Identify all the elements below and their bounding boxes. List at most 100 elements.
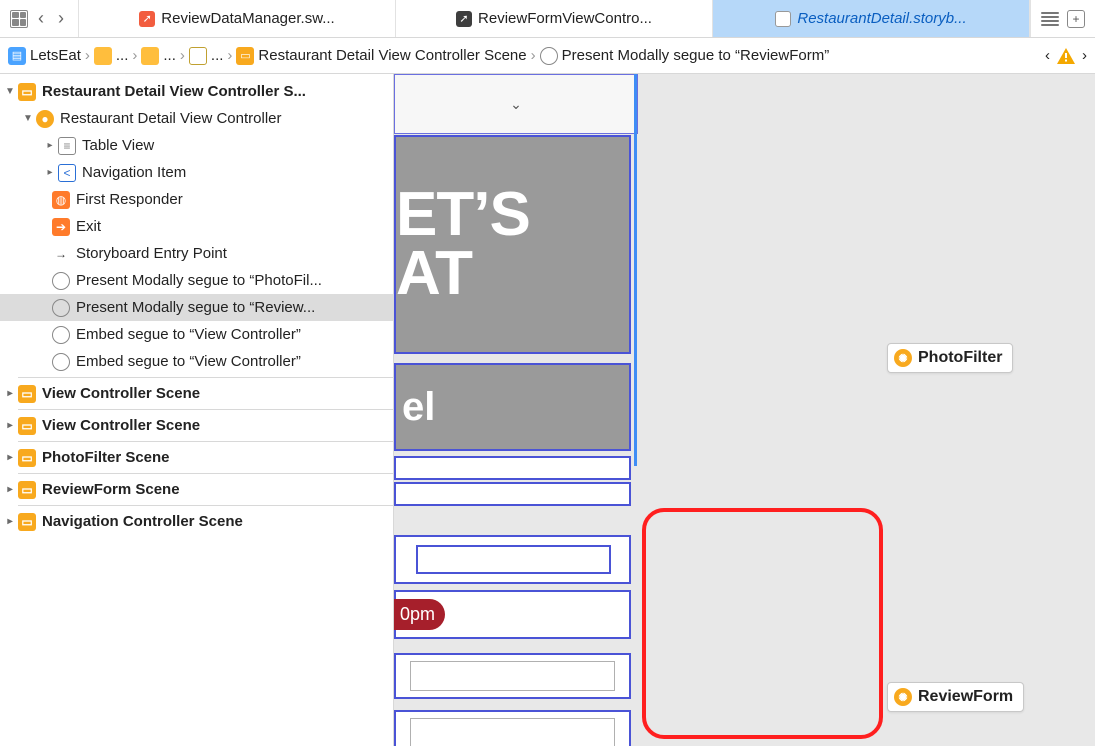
outline-label: Embed segue to “View Controller” (76, 353, 301, 370)
canvas-row (394, 456, 631, 480)
outline-scene-reviewform[interactable]: ▸ ▭ ReviewForm Scene (0, 476, 393, 503)
outline-scene-vc1[interactable]: ▸ ▭ View Controller Scene (0, 380, 393, 407)
outline-label: Restaurant Detail View Controller (60, 110, 282, 127)
outline-table-view[interactable]: ▸ ≡ Table View (0, 132, 393, 159)
entry-point-icon: → (52, 245, 70, 263)
back-button[interactable]: ‹ (34, 8, 48, 29)
document-outline: ▼ ▭ Restaurant Detail View Controller S.… (0, 74, 394, 746)
outline-segue-reviewform[interactable]: . Present Modally segue to “Review... (0, 294, 393, 321)
hero-text-2: AT (396, 245, 629, 304)
outline-label: Navigation Controller Scene (42, 513, 243, 530)
scene-icon: ▭ (18, 417, 36, 435)
disclosure-icon[interactable]: ▼ (4, 86, 16, 97)
chevron-right-icon: › (132, 47, 137, 64)
outline-view-controller[interactable]: ▼ ● Restaurant Detail View Controller (0, 105, 393, 132)
chevron-right-icon: › (531, 47, 536, 64)
next-issue-button[interactable]: › (1082, 47, 1087, 64)
crumb-scene[interactable]: Restaurant Detail View Controller Scene (258, 47, 526, 64)
tab-label: RestaurantDetail.storyb... (797, 10, 966, 27)
canvas-row (394, 710, 631, 746)
scene-icon: ▭ (18, 449, 36, 467)
tab-restaurant-detail-storyboard[interactable]: RestaurantDetail.storyb... (713, 0, 1030, 37)
warning-icon[interactable] (1056, 47, 1076, 65)
disclosure-icon[interactable]: ▸ (4, 420, 16, 431)
first-responder-icon: ◍ (52, 191, 70, 209)
chevron-right-icon: › (180, 47, 185, 64)
outline-label: Table View (82, 137, 154, 154)
outline-exit[interactable]: ➔ Exit (0, 213, 393, 240)
crumb-segue[interactable]: Present Modally segue to “ReviewForm” (562, 47, 830, 64)
scene-icon: ▭ (18, 481, 36, 499)
outline-label: ReviewForm Scene (42, 481, 180, 498)
outline-first-responder[interactable]: ◍ First Responder (0, 186, 393, 213)
scene-icon: ✺ (894, 349, 912, 367)
disclosure-icon[interactable]: ▸ (44, 140, 56, 151)
segue-icon (540, 47, 558, 65)
tab-nav-controls: ‹ › (0, 0, 79, 37)
related-items-icon[interactable] (10, 10, 28, 28)
segue-icon: . (52, 326, 70, 344)
canvas-title-row: el (394, 363, 631, 451)
crumb-folder1[interactable]: ... (116, 47, 129, 64)
canvas-row (394, 482, 631, 506)
outline-label: View Controller Scene (42, 417, 200, 434)
crumb-project[interactable]: LetsEat (30, 47, 81, 64)
outline-label: Restaurant Detail View Controller S... (42, 83, 306, 100)
storyboard-canvas[interactable]: ⌄ ET’S AT el 0pm (394, 74, 1095, 746)
canvas-inner (410, 661, 615, 691)
adjust-editor-icon[interactable] (1041, 12, 1059, 26)
destination-label: PhotoFilter (918, 349, 1002, 367)
disclosure-icon[interactable]: ▸ (4, 388, 16, 399)
outline-scene-restaurant-detail[interactable]: ▼ ▭ Restaurant Detail View Controller S.… (0, 78, 393, 105)
outline-segue-embed-1[interactable]: . Embed segue to “View Controller” (0, 321, 393, 348)
jump-bar: ▤ LetsEat › ... › ... › ... › ▭ Restaura… (0, 38, 1095, 74)
storyboard-icon (189, 47, 207, 65)
outline-scene-vc2[interactable]: ▸ ▭ View Controller Scene (0, 412, 393, 439)
main-area: ▼ ▭ Restaurant Detail View Controller S.… (0, 74, 1095, 746)
add-editor-icon[interactable]: + (1067, 10, 1085, 28)
disclosure-icon[interactable]: ▸ (4, 484, 16, 495)
table-view-icon: ≡ (58, 137, 76, 155)
scene-icon: ✺ (894, 688, 912, 706)
tab-bar: ‹ › ➚ ReviewDataManager.sw... ➚ ReviewFo… (0, 0, 1095, 38)
canvas-destination-photofilter[interactable]: ✺ PhotoFilter (887, 343, 1013, 373)
tab-review-form-vc[interactable]: ➚ ReviewFormViewContro... (396, 0, 713, 37)
outline-entry-point[interactable]: → Storyboard Entry Point (0, 240, 393, 267)
scene-icon: ▭ (236, 47, 254, 65)
canvas-row (394, 535, 631, 584)
outline-segue-photofilter[interactable]: . Present Modally segue to “PhotoFil... (0, 267, 393, 294)
storyboard-file-icon (775, 11, 791, 27)
segue-icon: . (52, 272, 70, 290)
disclosure-icon[interactable]: ▸ (44, 167, 56, 178)
scene-icon: ▭ (18, 385, 36, 403)
tab-review-data-manager[interactable]: ➚ ReviewDataManager.sw... (79, 0, 396, 37)
outline-segue-embed-2[interactable]: . Embed segue to “View Controller” (0, 348, 393, 375)
exit-icon: ➔ (52, 218, 70, 236)
segue-connections (394, 74, 694, 224)
disclosure-icon[interactable]: ▸ (4, 516, 16, 527)
canvas-destination-reviewform[interactable]: ✺ ReviewForm (887, 682, 1024, 712)
canvas-inner (410, 718, 615, 746)
outline-label: First Responder (76, 191, 183, 208)
segue-icon: . (52, 353, 70, 371)
navigation-item-icon: < (58, 164, 76, 182)
crumb-file[interactable]: ... (211, 47, 224, 64)
tab-right-controls: + (1030, 0, 1095, 37)
scene-icon: ▭ (18, 83, 36, 101)
source-file-icon: ➚ (456, 11, 472, 27)
segue-icon: . (52, 299, 70, 317)
outline-label: Storyboard Entry Point (76, 245, 227, 262)
crumb-folder2[interactable]: ... (163, 47, 176, 64)
outline-scene-photofilter[interactable]: ▸ ▭ PhotoFilter Scene (0, 444, 393, 471)
divider (18, 409, 393, 410)
canvas-title-text: el (402, 385, 435, 430)
disclosure-icon[interactable]: ▸ (4, 452, 16, 463)
outline-label: Present Modally segue to “Review... (76, 299, 315, 316)
tab-label: ReviewFormViewContro... (478, 10, 652, 27)
prev-issue-button[interactable]: ‹ (1045, 47, 1050, 64)
forward-button[interactable]: › (54, 8, 68, 29)
outline-scene-navcontroller[interactable]: ▸ ▭ Navigation Controller Scene (0, 508, 393, 535)
canvas-time-pill: 0pm (394, 599, 445, 630)
disclosure-icon[interactable]: ▼ (22, 113, 34, 124)
outline-navigation-item[interactable]: ▸ < Navigation Item (0, 159, 393, 186)
